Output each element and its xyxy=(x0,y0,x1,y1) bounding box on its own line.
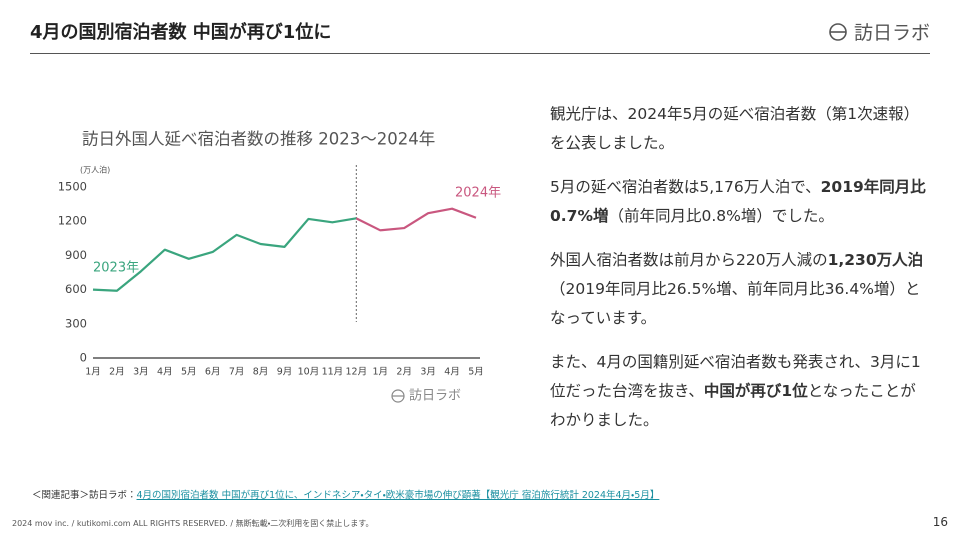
logo-text: 訪日ラボ xyxy=(853,22,930,44)
copyright: 2024 mov inc. / kutikomi.com ALL RIGHTS … xyxy=(12,519,374,528)
body-text: 観光庁は、2024年5月の延べ宿泊者数（第1次速報）を公表しました。 5月の延べ宿… xyxy=(550,100,930,450)
slide-title: 4月の国別宿泊者数 中国が再び1位に xyxy=(30,22,332,43)
related-link[interactable]: 4月の国別宿泊者数 中国が再び1位に、インドネシア・タイ・欧米豪市場の伸び顕著【… xyxy=(136,490,660,501)
related-prefix: ＜関連記事＞訪日ラボ： xyxy=(32,490,137,501)
x-tick-label: 1月 xyxy=(85,367,101,378)
y-unit: (万人泊) xyxy=(80,165,110,175)
x-tick-label: 3月 xyxy=(133,367,149,378)
chart: 訪日外国人延べ宿泊者数の推移 2023〜2024年 (万人泊) 0 300 600 9… xyxy=(58,130,501,404)
x-tick-label: 3月 xyxy=(420,367,436,378)
y-tick-label: 600 xyxy=(65,282,87,296)
y-tick-label: 0 xyxy=(80,351,87,365)
x-tick-label: 10月 xyxy=(298,367,320,378)
text: （前年同月比0.8%増）でした。 xyxy=(608,207,834,225)
logo-icon xyxy=(829,22,847,41)
x-tick-label: 1月 xyxy=(372,367,388,378)
bold-text: 中国が再び1位 xyxy=(703,382,808,400)
y-tick-label: 900 xyxy=(65,248,87,262)
page-number: 16 xyxy=(932,515,948,529)
chart-title: 訪日外国人延べ宿泊者数の推移 2023〜2024年 xyxy=(82,130,435,149)
x-tick-label: 6月 xyxy=(205,367,221,378)
text: 5月の延べ宿泊者数は5,176万人泊で、 xyxy=(550,178,821,196)
title-rule xyxy=(30,53,930,54)
x-tick-label: 7月 xyxy=(229,367,245,378)
text: 外国人宿泊者数は前月から220万人減の xyxy=(550,251,828,269)
x-tick-label: 8月 xyxy=(253,367,269,378)
x-tick-label: 4月 xyxy=(444,367,460,378)
chart-logo: 訪日ラボ xyxy=(409,388,461,404)
y-tick-label: 1200 xyxy=(58,214,87,228)
related-article: ＜関連記事＞訪日ラボ：4月の国別宿泊者数 中国が再び1位に、インドネシア・タイ・… xyxy=(32,487,659,501)
paragraph: 外国人宿泊者数は前月から220万人減の1,230万人泊 （2019年同月比26.5… xyxy=(550,246,930,333)
paragraph: また、4月の国籍別延べ宿泊者数も発表され、3月に1位だった台湾を抜き、中国が再び… xyxy=(550,348,930,435)
x-tick-label: 2月 xyxy=(109,367,125,378)
logo: 訪日ラボ xyxy=(828,18,930,45)
bold-text: 2019年同月比0.7%増 xyxy=(550,178,926,225)
x-tick-label: 4月 xyxy=(157,367,173,378)
x-tick-label: 11月 xyxy=(322,367,344,378)
y-tick-label: 1500 xyxy=(58,180,87,194)
text: （2019年同月比26.5%増、前年同月比36.4%増）となっています。 xyxy=(550,280,921,327)
series-label: 2023年 xyxy=(93,261,139,276)
y-tick-label: 300 xyxy=(65,316,87,330)
series-line xyxy=(92,217,357,292)
text: また、4月の国籍別延べ宿泊者数も発表され、3月に1位だった台湾を抜き、 xyxy=(550,353,921,400)
bold-text: 1,230万人泊 xyxy=(827,251,924,269)
series-line xyxy=(355,207,477,232)
paragraph: 5月の延べ宿泊者数は5,176万人泊で、2019年同月比0.7%増（前年同月比0… xyxy=(550,173,930,231)
x-tick-label: 2月 xyxy=(396,367,412,378)
x-tick-label: 5月 xyxy=(181,367,197,378)
text: となったことがわかりました。 xyxy=(550,382,916,429)
x-tick-label: 5月 xyxy=(468,367,484,378)
paragraph: 観光庁は、2024年5月の延べ宿泊者数（第1次速報）を公表しました。 xyxy=(550,100,930,158)
series-label: 2024年 xyxy=(455,186,501,201)
text: 観光庁は、2024年5月の延べ宿泊者数（第1次速報）を公表しました。 xyxy=(550,105,920,152)
x-tick-label: 12月 xyxy=(346,367,368,378)
x-tick-label: 9月 xyxy=(277,367,293,378)
